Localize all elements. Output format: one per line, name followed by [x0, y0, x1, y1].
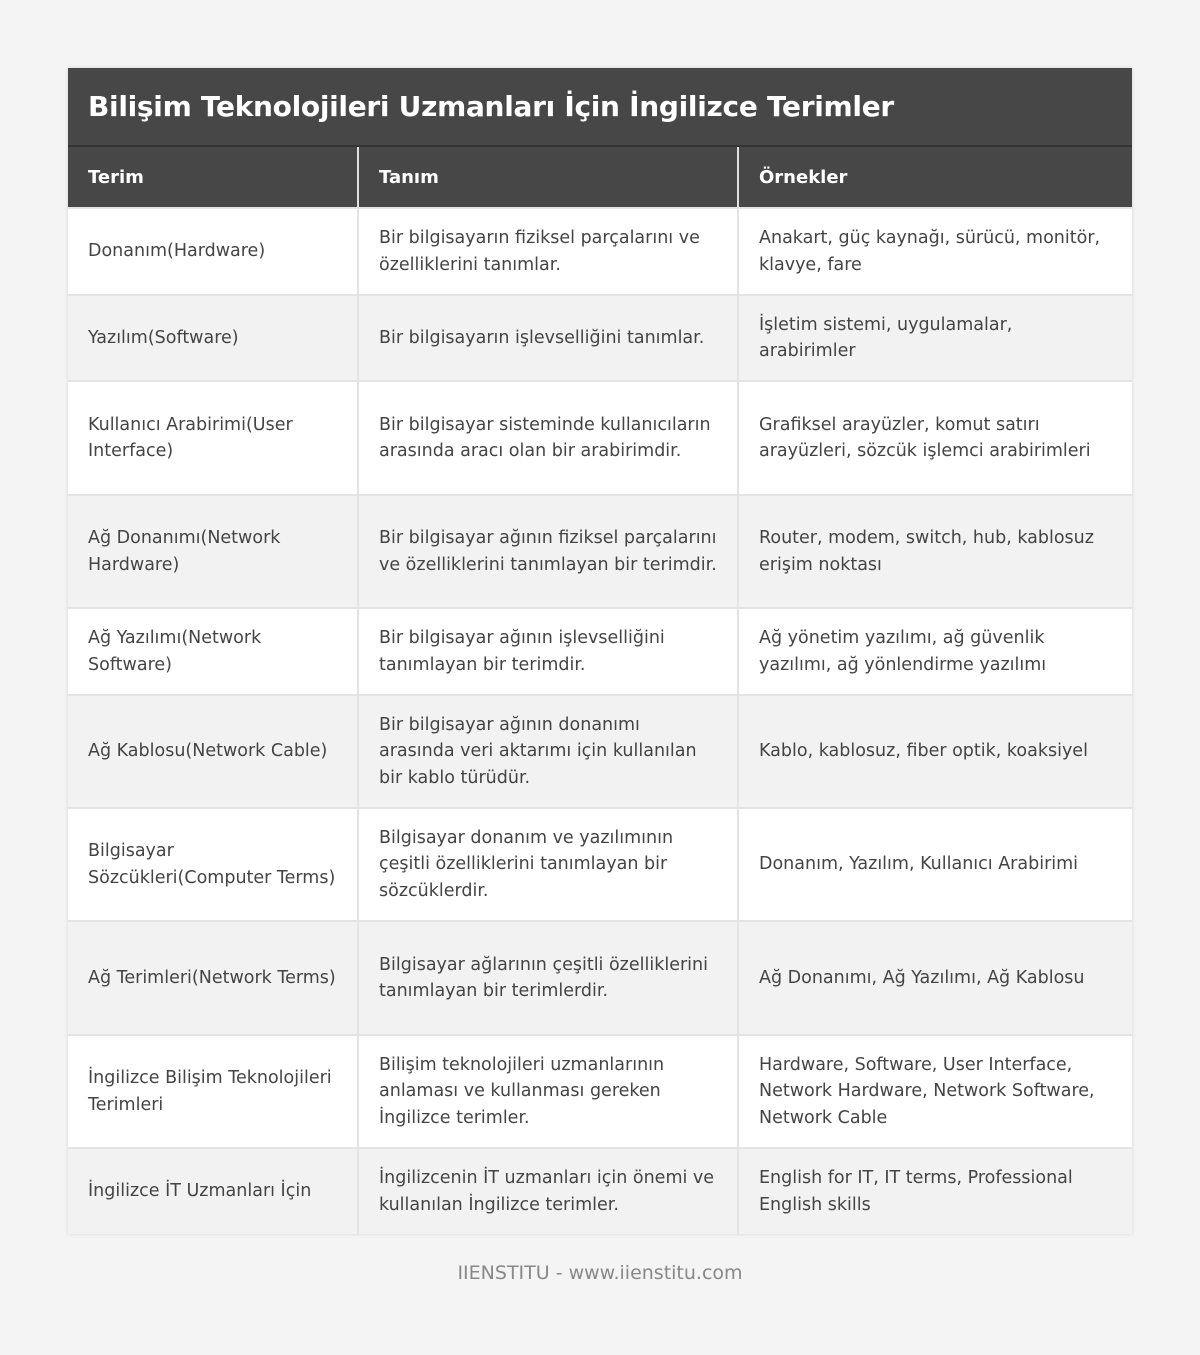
definition-cell: Bilgisayar donanım ve yazılımının çeşitl… [357, 807, 738, 921]
definition-cell: Bilişim teknolojileri uzmanlarının anlam… [357, 1034, 738, 1148]
terms-table-card: Bilişim Teknolojileri Uzmanları İçin İng… [68, 68, 1132, 1234]
table-row: İngilizce Bilişim Teknolojileri Terimler… [68, 1034, 1132, 1148]
examples-cell: Kablo, kablosuz, fiber optik, koaksiyel [737, 694, 1132, 808]
definition-cell: Bir bilgisayar ağının fiziksel parçaları… [357, 494, 738, 608]
term-cell: Bilgisayar Sözcükleri(Computer Terms) [68, 807, 358, 921]
term-cell: Kullanıcı Arabirimi(User Interface) [68, 380, 358, 495]
definition-cell: Bir bilgisayar sisteminde kullanıcıların… [357, 380, 738, 495]
examples-cell: Ağ yönetim yazılımı, ağ güvenlik yazılım… [737, 607, 1132, 695]
column-header-examples: Örnekler [737, 145, 1132, 208]
table-row: Ağ Donanımı(Network Hardware) Bir bilgisa… [68, 494, 1132, 608]
term-cell: Ağ Yazılımı(Network Software) [68, 607, 358, 695]
examples-cell: Anakart, güç kaynağı, sürücü, monitör, k… [737, 207, 1132, 295]
term-cell: Ağ Donanımı(Network Hardware) [68, 494, 358, 608]
table-row: Ağ Kablosu(Network Cable) Bir bilgisayar … [68, 694, 1132, 808]
term-cell: Ağ Kablosu(Network Cable) [68, 694, 358, 808]
table-row: Kullanıcı Arabirimi(User Interface) Bir b… [68, 380, 1132, 495]
term-cell: Yazılım(Software) [68, 294, 358, 381]
term-cell: İngilizce Bilişim Teknolojileri Terimler… [68, 1034, 358, 1148]
table-title: Bilişim Teknolojileri Uzmanları İçin İng… [68, 68, 1132, 145]
definition-cell: Bir bilgisayar ağının işlevselliğini tan… [357, 607, 738, 695]
table-row: Yazılım(Software) Bir bilgisayarın işlevs… [68, 294, 1132, 381]
examples-cell: Ağ Donanımı, Ağ Yazılımı, Ağ Kablosu [737, 920, 1132, 1035]
column-header-definition: Tanım [357, 145, 738, 208]
table-row: İngilizce İT Uzmanları İçin İngilizcenin … [68, 1147, 1132, 1234]
table-row: Ağ Terimleri(Network Terms) Bilgisayar ağ… [68, 920, 1132, 1035]
examples-cell: İşletim sistemi, uygulamalar, arabirimle… [737, 294, 1132, 381]
definition-cell: Bilgisayar ağlarının çeşitli özellikleri… [357, 920, 738, 1035]
table-row: Donanım(Hardware) Bir bilgisayarın fiziks… [68, 207, 1132, 295]
examples-cell: Hardware, Software, User Interface, Netw… [737, 1034, 1132, 1148]
examples-cell: English for IT, IT terms, Professional E… [737, 1147, 1132, 1234]
terms-table: Terim Tanım Örnekler Donanım(Hardware) Bi… [68, 145, 1132, 1234]
table-row: Bilgisayar Sözcükleri(Computer Terms) Bil… [68, 807, 1132, 921]
term-cell: Ağ Terimleri(Network Terms) [68, 920, 358, 1035]
header-row: Terim Tanım Örnekler [68, 145, 1132, 208]
definition-cell: İngilizcenin İT uzmanları için önemi ve … [357, 1147, 738, 1234]
term-cell: İngilizce İT Uzmanları İçin [68, 1147, 358, 1234]
examples-cell: Router, modem, switch, hub, kablosuz eri… [737, 494, 1132, 608]
examples-cell: Grafiksel arayüzler, komut satırı arayüz… [737, 380, 1132, 495]
table-row: Ağ Yazılımı(Network Software) Bir bilgisa… [68, 607, 1132, 695]
definition-cell: Bir bilgisayarın işlevselliğini tanımlar… [357, 294, 738, 381]
footer-credit: IIENSTITU - www.iienstitu.com [457, 1262, 743, 1284]
term-cell: Donanım(Hardware) [68, 207, 358, 295]
definition-cell: Bir bilgisayar ağının donanımı arasında … [357, 694, 738, 808]
definition-cell: Bir bilgisayarın fiziksel parçalarını ve… [357, 207, 738, 295]
examples-cell: Donanım, Yazılım, Kullanıcı Arabirimi [737, 807, 1132, 921]
column-header-term: Terim [68, 145, 358, 208]
